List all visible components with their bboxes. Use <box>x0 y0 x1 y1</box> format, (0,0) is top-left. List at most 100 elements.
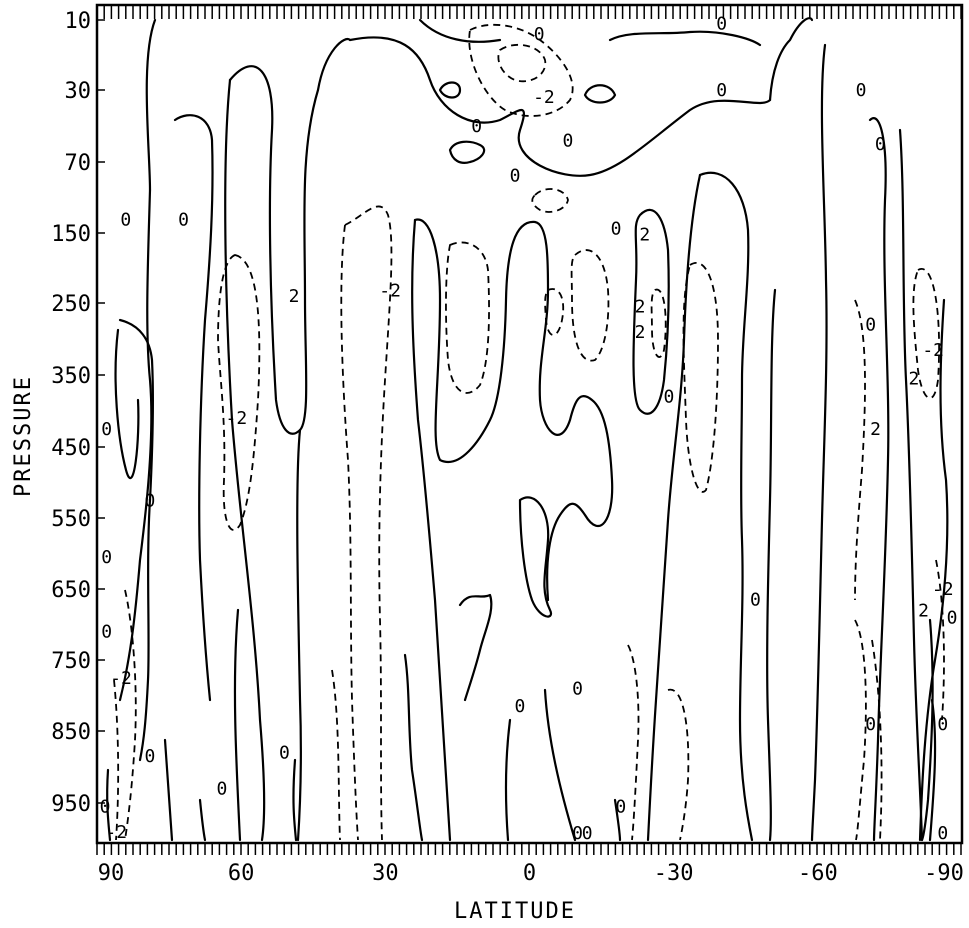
contour-line <box>448 140 486 164</box>
contour-value-label: -2 <box>533 87 555 108</box>
contour-line <box>468 23 574 117</box>
contour-line <box>854 299 866 601</box>
contour-line <box>340 224 359 841</box>
contour-line <box>935 559 945 721</box>
contour-line <box>570 249 610 362</box>
contour-line <box>543 688 577 842</box>
contour-line <box>632 208 670 415</box>
contour-value-label: 0 <box>144 490 155 511</box>
y-tick-label: 150 <box>51 222 91 247</box>
contour-line <box>698 171 754 842</box>
contour-value-label: 0 <box>716 80 727 101</box>
y-tick-label: 450 <box>51 436 91 461</box>
contour-value-label: 2 <box>918 600 929 621</box>
y-tick-label: 950 <box>51 792 91 817</box>
contour-line <box>145 18 157 192</box>
y-tick-label: 250 <box>51 292 91 317</box>
contour-value-label: 0 <box>534 24 545 45</box>
contour-value-label: 0 <box>937 714 948 735</box>
contour-line <box>173 114 214 702</box>
contour-value-label: 2 <box>635 297 646 318</box>
contour-value-label: 2 <box>870 419 881 440</box>
contour-line <box>438 81 462 99</box>
contour-line <box>518 496 553 618</box>
y-tick-label: 30 <box>65 79 92 104</box>
contour-value-label: 0 <box>582 823 593 844</box>
y-tick-label: 750 <box>51 649 91 674</box>
y-tick-label: 10 <box>65 9 92 34</box>
contour-value-label: 0 <box>865 315 876 336</box>
contour-value-label: 0 <box>615 797 626 818</box>
contour-value-label: 0 <box>101 547 112 568</box>
contour-line <box>106 768 112 842</box>
x-tick-label: 90 <box>98 861 125 886</box>
y-tick-label: 850 <box>51 720 91 745</box>
x-tick-label: -30 <box>654 861 694 886</box>
contour-line <box>113 679 120 841</box>
contour-line <box>344 205 393 841</box>
contour-value-label: 0 <box>611 219 622 240</box>
contour-value-label: 0 <box>563 130 574 151</box>
contour-line <box>124 589 137 841</box>
x-tick-label: 0 <box>523 861 536 886</box>
contour-value-label: 0 <box>120 210 131 231</box>
contour-line <box>228 38 352 435</box>
x-tick-label: 30 <box>372 861 399 886</box>
contour-line <box>768 17 814 102</box>
contour-value-label: 0 <box>101 622 112 643</box>
contour-value-label: 2 <box>639 224 650 245</box>
contour-value-label: 0 <box>471 116 482 137</box>
contour-value-label: -2 <box>110 668 132 689</box>
contour-line <box>810 43 828 842</box>
contour-line <box>918 298 949 842</box>
contour-value-label: 0 <box>101 419 112 440</box>
contour-line <box>627 644 640 841</box>
contour-value-label: 0 <box>510 165 521 186</box>
contour-line <box>411 218 452 842</box>
tick-marks <box>96 5 962 855</box>
y-tick-labels: 10 30 70 150 250 350 450 550 650 750 850 950 <box>51 9 91 817</box>
contour-line <box>413 218 614 602</box>
contour-value-label: -2 <box>105 822 127 843</box>
y-axis-label: PRESSURE <box>11 375 36 497</box>
y-tick-label: 650 <box>51 578 91 603</box>
contour-value-label: -2 <box>226 408 248 429</box>
contour-value-label: 0 <box>716 14 727 35</box>
contour-value-label: 0 <box>144 746 155 767</box>
contour-line <box>458 593 493 702</box>
contour-line <box>650 288 667 358</box>
contour-line <box>928 698 937 842</box>
contour-value-label: 0 <box>217 779 228 800</box>
contour-line <box>233 608 242 842</box>
contour-line <box>854 619 867 841</box>
contour-value-label: 0 <box>865 714 876 735</box>
x-tick-label: 60 <box>228 861 255 886</box>
contour-line <box>497 43 547 83</box>
contour-line <box>163 738 174 842</box>
contour-line <box>667 688 690 841</box>
contour-value-label: 2 <box>909 369 920 390</box>
contour-line <box>868 117 890 842</box>
x-tick-labels: 90 60 30 0 -30 -60 -90 <box>98 861 964 886</box>
contour-line <box>114 328 140 480</box>
x-tick-label: -90 <box>924 861 964 886</box>
contour-line <box>646 173 702 842</box>
contour-value-label: 0 <box>750 590 761 611</box>
x-tick-label: -60 <box>798 861 838 886</box>
contour-line <box>871 639 883 841</box>
contour-line <box>613 798 622 842</box>
contour-value-label: 0 <box>514 696 525 717</box>
contour-value-label: 0 <box>178 210 189 231</box>
contour-line <box>504 718 512 842</box>
contour-value-label: 0 <box>856 80 867 101</box>
contour-line <box>418 18 502 43</box>
contour-line <box>224 78 266 842</box>
contour-line <box>682 262 719 493</box>
contour-line <box>118 318 154 762</box>
contour-line <box>583 84 617 104</box>
contour-value-label: 0 <box>663 387 674 408</box>
y-tick-label: 350 <box>51 364 91 389</box>
contour-line <box>544 288 565 336</box>
contour-value-label: 0 <box>279 743 290 764</box>
